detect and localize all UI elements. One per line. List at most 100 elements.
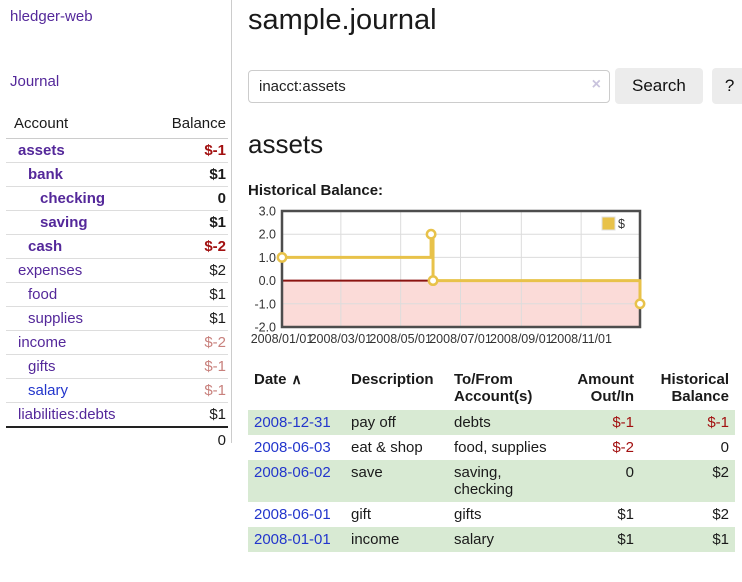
transaction-date: 2008-06-01 [248,502,345,527]
account-link[interactable]: supplies [28,310,84,327]
transaction-accounts: food, supplies [454,439,547,456]
transaction-balance: $2 [712,464,729,481]
svg-text:1.0: 1.0 [259,251,276,265]
account-row: income $-2 [6,330,228,355]
search-form: × Search ? [248,68,742,104]
transaction-date-link[interactable]: 2008-06-02 [254,464,331,481]
account-link[interactable]: income [18,334,67,351]
svg-text:0.0: 0.0 [259,274,276,288]
account-row: liabilities:debts $1 [6,402,228,428]
sidebar-item-journal[interactable]: Journal [10,73,60,90]
transaction-row: 2008-06-02 save saving, checking 0 $2 [248,460,735,502]
transaction-amount: $-2 [612,439,634,456]
account-balance: $1 [146,402,228,428]
svg-text:2.0: 2.0 [259,228,276,242]
account-row: salary $-1 [6,378,228,403]
account-link[interactable]: saving [40,214,88,231]
account-row: supplies $1 [6,306,228,331]
account-link[interactable]: assets [18,142,65,159]
chart-legend-label: $ [618,217,625,231]
account-link[interactable]: cash [28,238,63,255]
transaction-date-link[interactable]: 2008-06-01 [254,506,331,523]
account-row: bank $1 [6,162,228,187]
transaction-description: save [351,464,383,481]
search-button[interactable]: Search [615,68,703,104]
transaction-description: income [351,531,400,548]
page: hledger-web Journal Account Balance asse… [0,0,742,552]
sidebar: hledger-web Journal Account Balance asse… [0,0,232,452]
account-row: expenses $2 [6,258,228,283]
transaction-accounts: debts [454,414,491,431]
transaction-description: gift [351,506,372,523]
accounts-table: Account Balance assets $-1 bank $1 checking 0… [6,112,228,452]
transaction-date-link[interactable]: 2008-12-31 [254,414,331,431]
transaction-amount: $1 [617,531,634,548]
transaction-date: 2008-12-31 [248,410,345,435]
svg-text:2008/01/01: 2008/01/01 [251,332,314,346]
register-header-date[interactable]: Date ∧ [254,371,302,388]
clear-search-icon[interactable]: × [591,75,601,93]
transaction-accounts: saving, checking [454,464,514,498]
transaction-balance: $2 [712,506,729,523]
svg-text:2008/03/01: 2008/03/01 [310,332,373,346]
account-link[interactable]: bank [28,166,64,183]
transaction-accounts: gifts [454,506,482,523]
account-balance: $2 [146,258,228,283]
transaction-amount: $-1 [612,414,634,431]
account-balance: $-1 [146,378,228,403]
register-table: Date ∧ Description To/From Account(s) Amo… [248,368,735,552]
transaction-row: 2008-01-01 income salary $1 $1 [248,527,735,552]
accounts-total-row: 0 [6,426,228,452]
transaction-date-link[interactable]: 2008-06-03 [254,439,331,456]
search-input[interactable] [248,69,610,103]
account-link[interactable]: liabilities:debts [18,406,116,423]
transaction-accounts: salary [454,531,495,548]
register-header-accounts: To/From Account(s) [454,371,533,405]
svg-text:-2.0: -2.0 [254,321,276,335]
account-link[interactable]: checking [40,190,106,207]
account-balance: $-2 [146,330,228,355]
svg-text:2008/07/01: 2008/07/01 [429,332,492,346]
transaction-description: pay off [351,414,396,431]
accounts-total-balance: 0 [146,426,228,452]
account-row: assets $-1 [6,138,228,163]
accounts-header-account: Account [6,112,147,139]
account-title: assets [248,129,324,159]
account-link[interactable]: gifts [28,358,56,375]
svg-text:3.0: 3.0 [259,206,276,219]
account-row: saving $1 [6,210,228,235]
accounts-header-balance: Balance [146,112,228,139]
account-row: cash $-2 [6,234,228,259]
account-row: food $1 [6,282,228,307]
register-header-balance: Historical Balance [660,371,729,405]
balance-chart: 3.0 2.0 1.0 0.0 -1.0 -2.02008/01/012008/03/01… [251,206,646,346]
transaction-date: 2008-06-03 [248,435,345,460]
account-balance: 0 [146,186,228,211]
register-header-amount: Amount Out/In [577,371,634,405]
svg-text:2008/09/01: 2008/09/01 [490,332,553,346]
transaction-row: 2008-06-03 eat & shop food, supplies $-2 0 [248,435,735,460]
chart-title: Historical Balance: [248,182,384,199]
account-balance: $1 [146,210,228,235]
transaction-date-link[interactable]: 2008-01-01 [254,531,331,548]
app-title-link[interactable]: hledger-web [10,8,93,25]
transaction-amount: 0 [625,464,634,481]
account-balance: $-1 [146,354,228,379]
help-button[interactable]: ? [711,68,742,104]
transaction-amount: $1 [617,506,634,523]
transaction-date: 2008-06-02 [248,460,345,502]
main-content: sample.journal × Search ? assets Histori… [232,0,742,552]
transaction-description: eat & shop [351,439,423,456]
transaction-row: 2008-06-01 gift gifts $1 $2 [248,502,735,527]
account-balance: $1 [146,282,228,307]
sort-ascending-icon: ∧ [291,371,302,387]
svg-text:-1.0: -1.0 [254,297,276,311]
page-title: sample.journal [248,4,437,36]
account-link[interactable]: expenses [18,262,83,279]
account-link[interactable]: food [28,286,58,303]
account-link[interactable]: salary [28,382,69,399]
accounts-header-row: Account Balance [6,112,228,139]
transaction-balance: $1 [712,531,729,548]
svg-text:2008/05/01: 2008/05/01 [369,332,432,346]
register-header-description: Description [351,371,434,388]
